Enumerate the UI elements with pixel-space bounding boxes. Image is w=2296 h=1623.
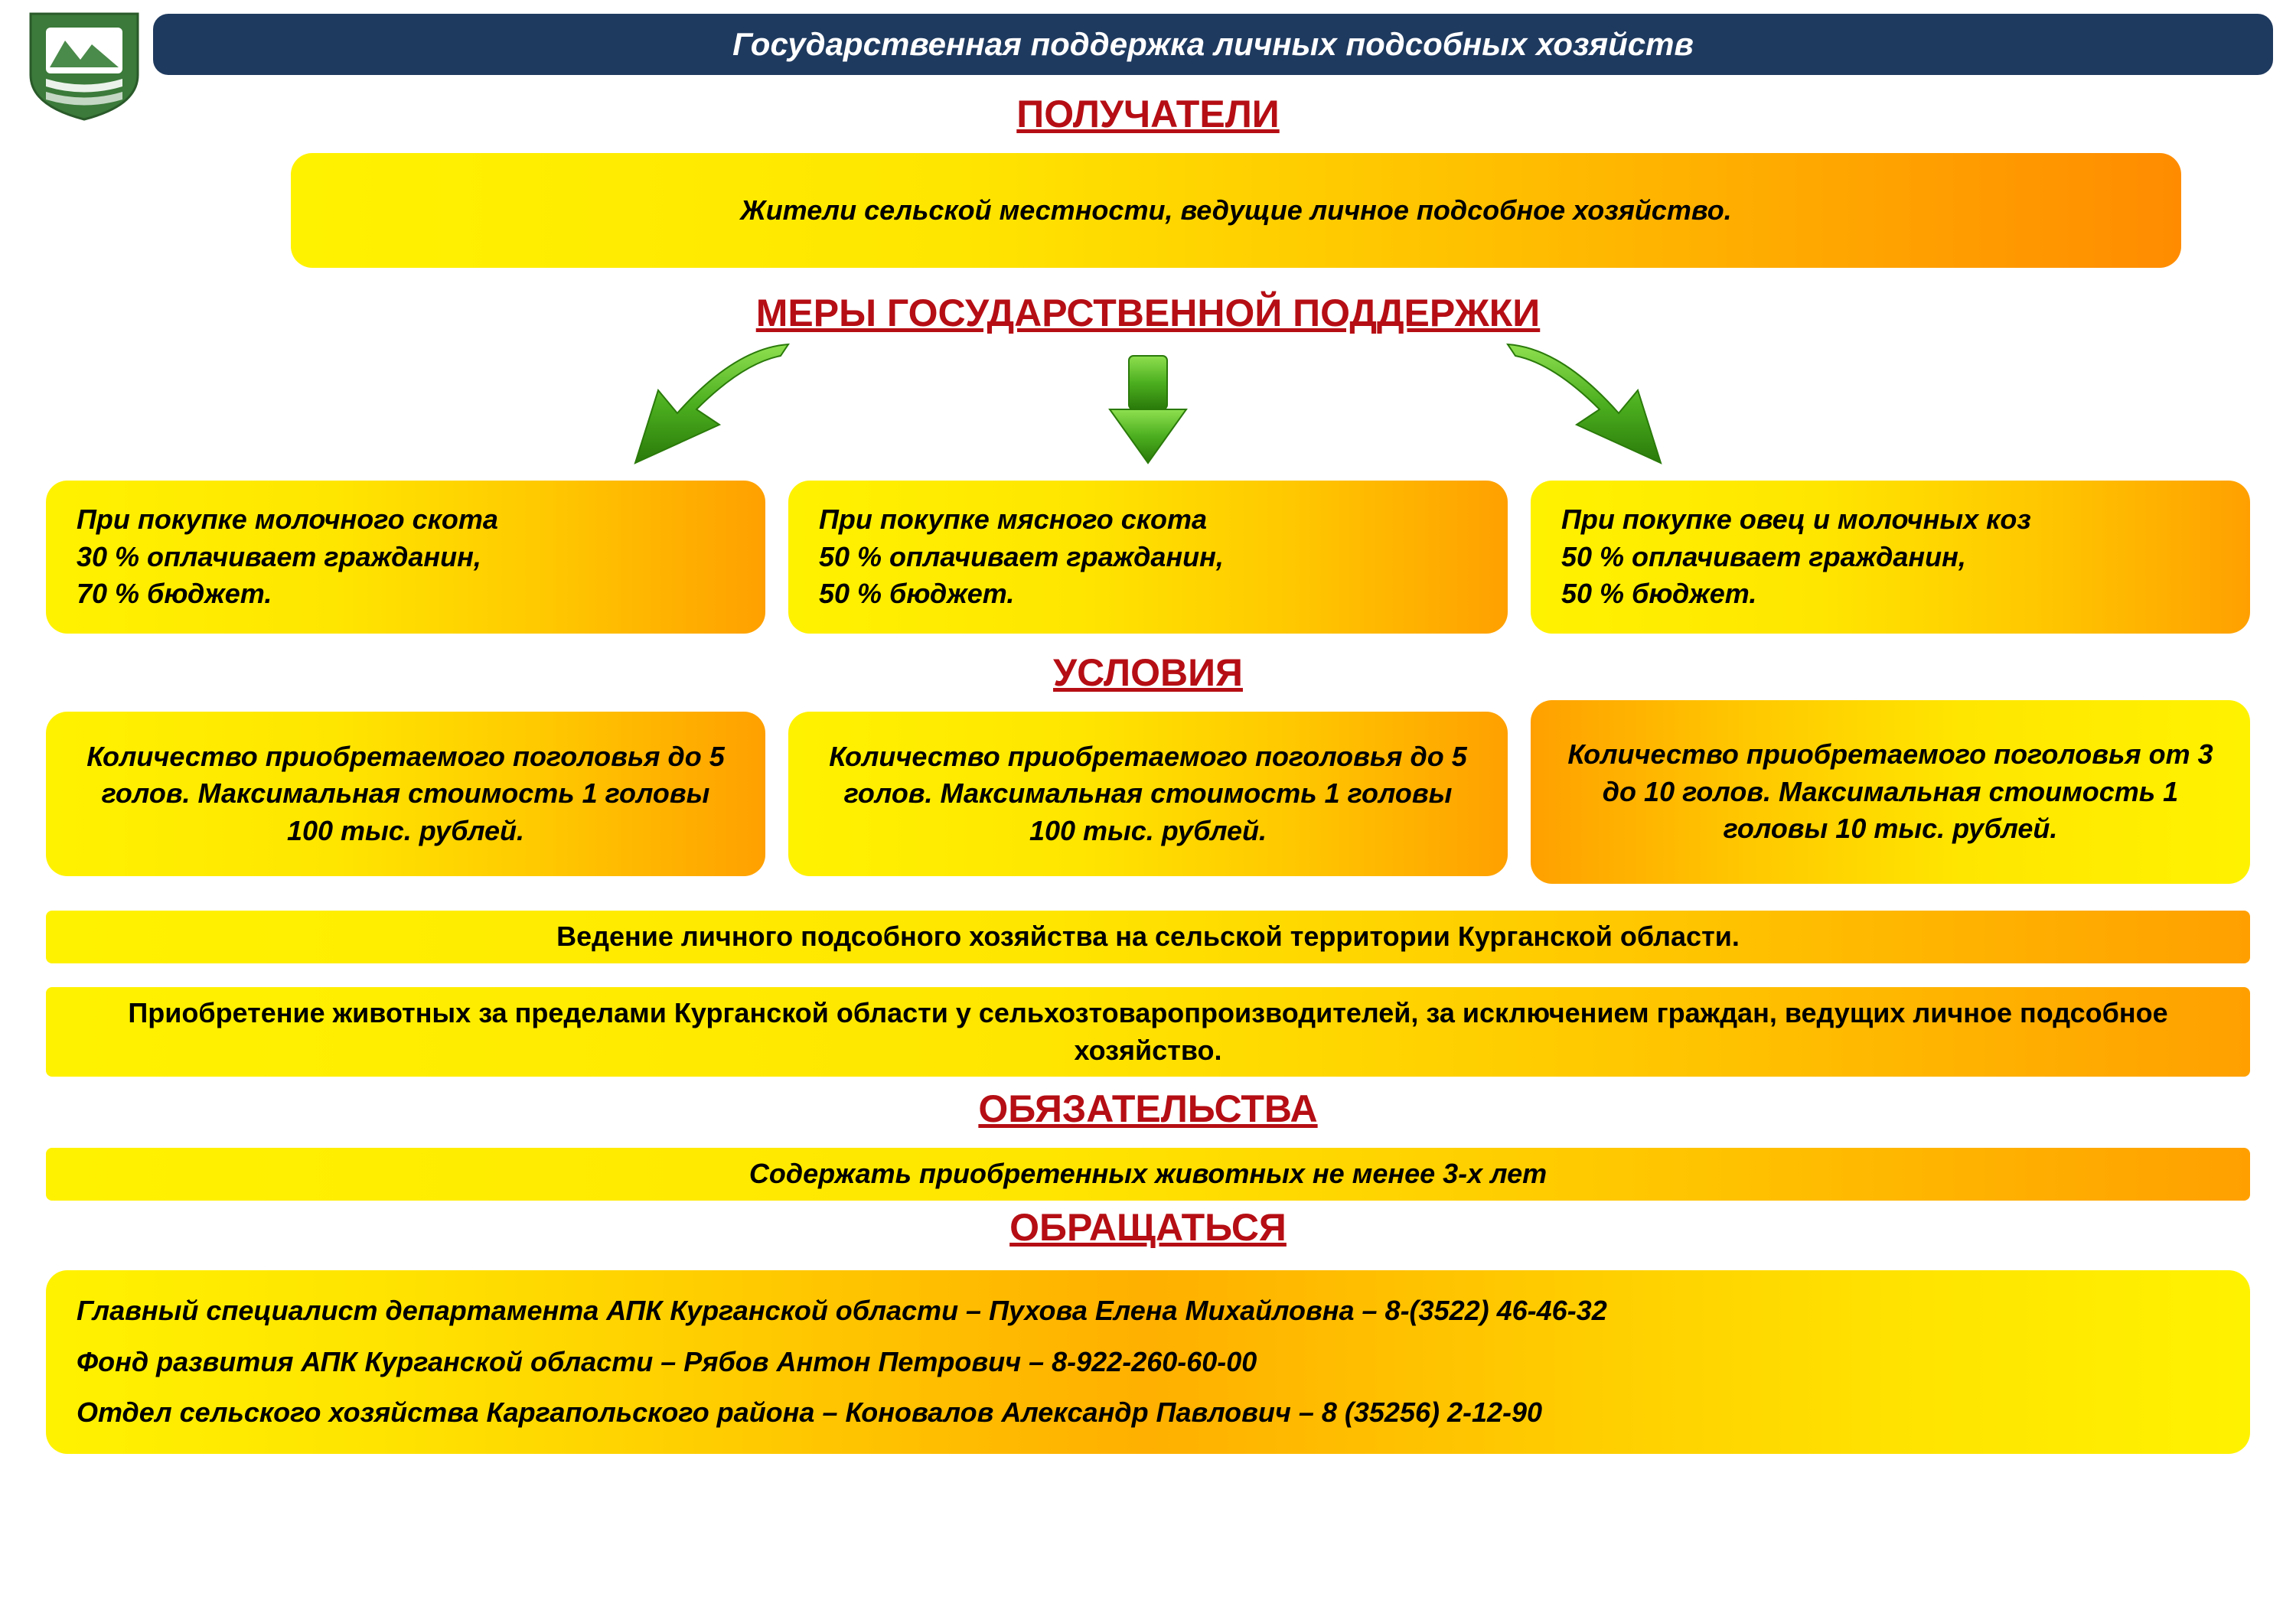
section-title-obligations: ОБЯЗАТЕЛЬСТВА xyxy=(0,1087,2296,1131)
section-title-measures: МЕРЫ ГОСУДАРСТВЕННОЙ ПОДДЕРЖКИ xyxy=(0,291,2296,335)
condition-block-2: Количество приобретаемого поголовья до 5… xyxy=(788,712,1508,876)
arrow-down-icon xyxy=(1094,348,1202,471)
obligations-strip: Содержать приобретенных животных не мене… xyxy=(46,1148,2250,1201)
measure-block-1: При покупке молочного скота 30 % оплачив… xyxy=(46,481,765,634)
measure-block-2: При покупке мясного скота 50 % оплачивае… xyxy=(788,481,1508,634)
condition-block-1: Количество приобретаемого поголовья до 5… xyxy=(46,712,765,876)
section-title-recipients: ПОЛУЧАТЕЛИ xyxy=(0,92,2296,136)
header-bar: Государственная поддержка личных подсобн… xyxy=(153,14,2273,75)
contact-line-2: Фонд развития АПК Курганской области – Р… xyxy=(77,1344,1257,1381)
condition-strip-2-text: Приобретение животных за пределами Курга… xyxy=(128,997,2167,1066)
header-title: Государственная поддержка личных подсобн… xyxy=(732,26,1694,63)
condition-text-3: Количество приобретаемого поголовья от 3… xyxy=(1561,736,2219,848)
section-title-conditions: УСЛОВИЯ xyxy=(0,650,2296,695)
recipients-text: Жители сельской местности, ведущие лично… xyxy=(740,192,1731,230)
arrow-right-icon xyxy=(1485,341,1684,478)
measure-text-3: При покупке овец и молочных коз 50 % опл… xyxy=(1561,501,2031,613)
arrow-left-icon xyxy=(612,341,811,478)
contact-line-3: Отдел сельского хозяйства Каргапольского… xyxy=(77,1394,1542,1432)
section-title-contact: ОБРАЩАТЬСЯ xyxy=(0,1205,2296,1250)
condition-strip-1-text: Ведение личного подсобного хозяйства на … xyxy=(556,921,1740,952)
condition-text-1: Количество приобретаемого поголовья до 5… xyxy=(77,738,735,850)
recipients-block: Жители сельской местности, ведущие лично… xyxy=(291,153,2181,268)
condition-block-3: Количество приобретаемого поголовья от 3… xyxy=(1531,700,2250,884)
measure-text-2: При покупке мясного скота 50 % оплачивае… xyxy=(819,501,1224,613)
contact-block: Главный специалист департамента АПК Кург… xyxy=(46,1270,2250,1454)
condition-text-2: Количество приобретаемого поголовья до 5… xyxy=(819,738,1477,850)
condition-strip-1: Ведение личного подсобного хозяйства на … xyxy=(46,911,2250,963)
measure-text-1: При покупке молочного скота 30 % оплачив… xyxy=(77,501,498,613)
obligations-text: Содержать приобретенных животных не мене… xyxy=(749,1158,1547,1189)
condition-strip-2: Приобретение животных за пределами Курга… xyxy=(46,987,2250,1077)
measure-block-3: При покупке овец и молочных коз 50 % опл… xyxy=(1531,481,2250,634)
contact-line-1: Главный специалист департамента АПК Кург… xyxy=(77,1292,1607,1330)
